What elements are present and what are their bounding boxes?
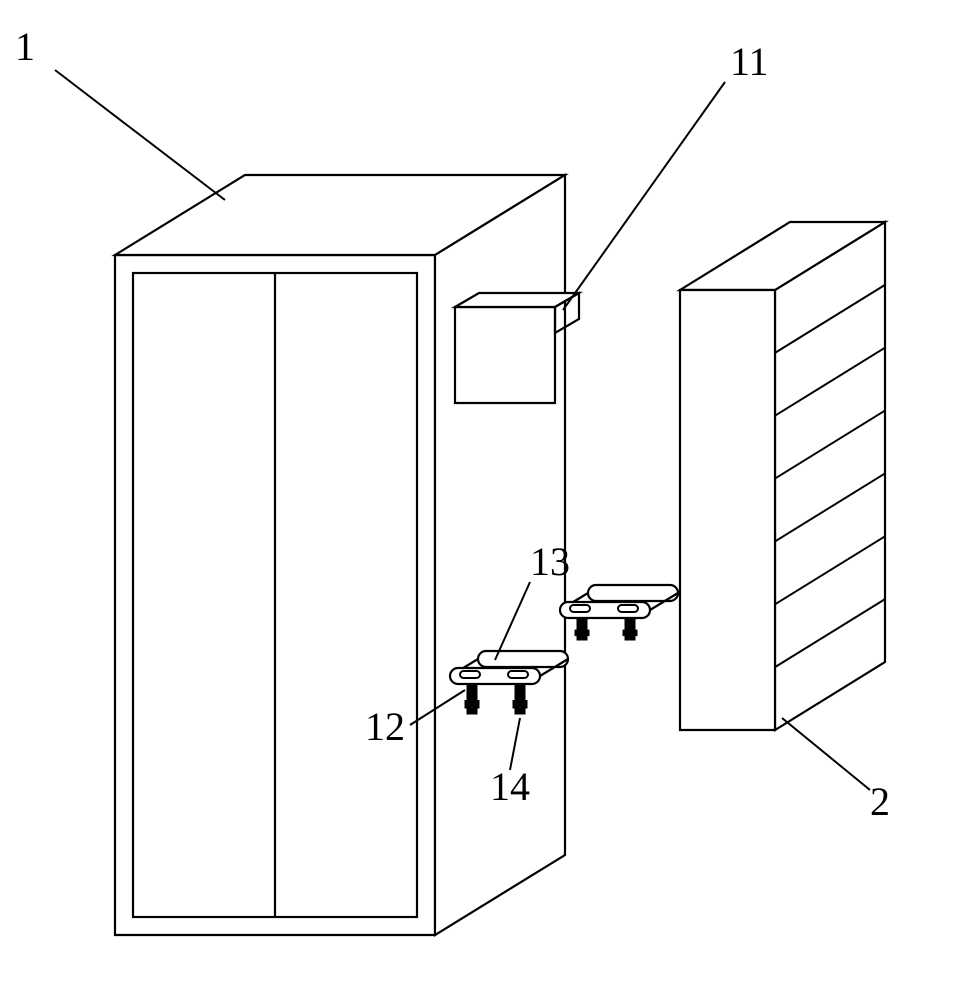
label-l14: 14 bbox=[490, 764, 530, 809]
label-l12: 12 bbox=[365, 704, 405, 749]
label-l11: 11 bbox=[730, 39, 769, 84]
label-l1: 1 bbox=[15, 24, 35, 69]
label-l2: 2 bbox=[870, 779, 890, 824]
label-l13: 13 bbox=[530, 539, 570, 584]
